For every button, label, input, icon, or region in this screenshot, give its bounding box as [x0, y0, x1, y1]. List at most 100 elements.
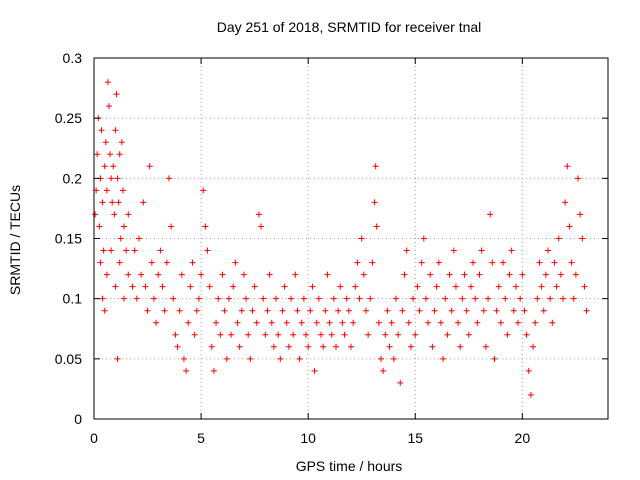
data-point	[183, 367, 190, 374]
data-point	[313, 319, 320, 326]
data-point	[463, 307, 470, 314]
data-point	[245, 331, 252, 338]
data-point	[401, 271, 408, 278]
chart-title: Day 251 of 2018, SRMTID for receiver tna…	[217, 19, 482, 35]
data-point	[159, 283, 166, 290]
data-point	[335, 307, 342, 314]
data-point	[493, 307, 500, 314]
data-point	[247, 355, 254, 362]
data-point	[110, 163, 117, 170]
data-point	[440, 355, 447, 362]
data-point	[98, 127, 105, 134]
data-point	[140, 199, 147, 206]
data-point	[530, 343, 537, 350]
data-point	[455, 319, 462, 326]
data-point	[412, 331, 419, 338]
data-point	[117, 235, 124, 242]
data-point	[223, 355, 230, 362]
data-point	[557, 271, 564, 278]
data-point	[446, 271, 453, 278]
data-point	[234, 319, 241, 326]
data-point	[457, 343, 464, 350]
data-point	[185, 319, 192, 326]
data-point	[281, 283, 288, 290]
data-point	[572, 271, 579, 278]
data-point	[153, 319, 160, 326]
data-point	[92, 211, 99, 218]
data-point	[377, 355, 384, 362]
data-point	[148, 259, 155, 266]
data-point	[337, 283, 344, 290]
data-point	[112, 283, 119, 290]
data-point	[390, 355, 397, 362]
x-tick-label: 15	[407, 430, 423, 446]
x-tick-label: 10	[300, 430, 316, 446]
data-point	[482, 343, 489, 350]
data-point	[311, 367, 318, 374]
data-point	[508, 247, 515, 254]
data-point	[545, 247, 552, 254]
data-point	[452, 283, 459, 290]
data-point	[168, 223, 175, 230]
data-point	[96, 223, 103, 230]
data-point	[305, 343, 312, 350]
data-point	[221, 307, 228, 314]
data-point	[495, 283, 502, 290]
data-point	[382, 331, 389, 338]
data-point	[170, 295, 177, 302]
data-point	[307, 307, 314, 314]
data-point	[213, 319, 220, 326]
data-point	[425, 319, 432, 326]
data-point	[324, 271, 331, 278]
data-point	[360, 271, 367, 278]
data-point	[442, 295, 449, 302]
data-point	[450, 247, 457, 254]
data-point	[555, 235, 562, 242]
data-point	[129, 283, 136, 290]
data-point	[99, 199, 106, 206]
data-point	[356, 295, 363, 302]
data-point	[369, 259, 376, 266]
data-point	[176, 307, 183, 314]
tick-layer: 0 5 10 15 20 0 0.05 0.1 0.15 0.2 0.25 0.3	[55, 50, 608, 446]
data-point	[120, 295, 127, 302]
x-tick-label: 5	[197, 430, 205, 446]
data-point	[491, 355, 498, 362]
data-point	[187, 283, 194, 290]
data-point	[476, 271, 483, 278]
data-point	[407, 343, 414, 350]
data-point	[115, 199, 122, 206]
data-point	[467, 283, 474, 290]
data-point	[470, 259, 477, 266]
data-point	[146, 163, 153, 170]
data-point	[102, 139, 109, 146]
data-point	[510, 307, 517, 314]
data-point	[330, 295, 337, 302]
data-point	[206, 283, 213, 290]
data-point	[109, 199, 116, 206]
x-tick-label: 20	[515, 430, 531, 446]
data-point	[397, 379, 404, 386]
data-point	[575, 175, 582, 182]
data-point	[104, 79, 111, 86]
data-point	[262, 331, 269, 338]
data-point	[120, 223, 127, 230]
data-point	[198, 271, 205, 278]
data-point	[568, 259, 575, 266]
data-point	[375, 319, 382, 326]
data-point	[581, 283, 588, 290]
data-point	[350, 319, 357, 326]
data-point	[114, 175, 121, 182]
data-point	[101, 307, 108, 314]
data-point	[547, 295, 554, 302]
data-point	[228, 331, 235, 338]
data-point	[101, 163, 108, 170]
data-point	[123, 247, 130, 254]
y-tick-label: 0.3	[63, 50, 83, 66]
data-point	[465, 331, 472, 338]
data-point	[258, 223, 265, 230]
data-point	[485, 295, 492, 302]
data-point	[125, 271, 132, 278]
data-point	[300, 295, 307, 302]
data-point	[343, 295, 350, 302]
